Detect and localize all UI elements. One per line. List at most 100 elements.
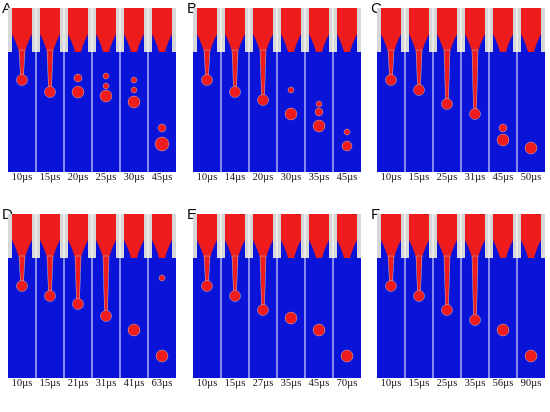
nozzle-fluid [493,214,513,258]
time-label: 14µs [224,172,246,183]
panel-label: E [187,206,198,223]
droplet [157,123,167,133]
simulation-frames [8,214,176,378]
nozzle-wall-left [377,8,381,52]
frame-strip [8,214,176,378]
nozzle-wall-right [457,8,461,52]
simulation-frames [193,8,361,172]
frame-5 [120,214,148,378]
nozzle-fluid [337,214,357,258]
nozzle-fluid [225,214,245,258]
frame-5 [305,8,333,172]
simulation-frames [8,8,176,172]
frame-strip [377,214,545,378]
simulation-frames [193,214,361,378]
frame-3 [64,8,92,172]
nozzle-fluid [521,8,541,52]
nozzle-wall-left [8,214,12,258]
frame-5 [120,8,148,172]
droplet [315,100,323,108]
frame-6 [148,8,176,172]
nozzle-wall-right [245,8,249,52]
frame-3 [249,8,277,172]
nozzle-wall-left [489,8,493,52]
nozzle-wall-right [217,8,221,52]
nozzle-wall-left [461,8,465,52]
frame-1 [8,214,36,378]
nozzle-fluid [152,214,172,258]
frame-4 [461,8,489,172]
time-label: 35µs [464,378,486,389]
droplet [343,128,351,136]
nozzle-wall-right [273,214,277,258]
nozzle-fluid [437,8,457,52]
time-label: 31µs [95,378,117,389]
nozzle-wall-left [36,214,40,258]
panel-label: A [2,0,13,17]
panel-A: A 10µs 15µs 20µs 25µs 30µs 45µs [0,0,176,196]
time-label: 70µs [336,378,358,389]
frame-1 [193,214,221,378]
panel-F: F 10µs 15µs 25µs 35µs 56µs 90µs [369,206,545,402]
frame-4 [277,214,305,378]
nozzle-wall-left [489,214,493,258]
time-label: 25µs [95,172,117,183]
time-label: 20µs [67,172,89,183]
nozzle-wall-left [433,214,437,258]
droplet [102,72,110,80]
nozzle-fluid [197,8,217,52]
frame-strip [8,8,176,172]
nozzle-wall-left [277,8,281,52]
time-label: 15µs [224,378,246,389]
nozzle-wall-right [513,214,517,258]
time-label: 25µs [436,172,458,183]
jet-head [441,304,453,316]
nozzle-wall-left [405,214,409,258]
jet-head [229,86,241,98]
time-label: 35µs [308,172,330,183]
nozzle-fluid [381,8,401,52]
nozzle-wall-right [172,214,176,258]
droplet [130,76,138,84]
nozzle-fluid [493,8,513,52]
nozzle-wall-left [221,214,225,258]
nozzle-wall-right [429,214,433,258]
panel-label: F [371,206,381,223]
jet-head [16,280,28,292]
nozzle-wall-left [148,8,152,52]
droplet [158,274,166,282]
panel-D: D 10µs 15µs 21µs 31µs 41µs 63µs [0,206,176,402]
frame-6 [333,8,361,172]
frame-6 [517,214,545,378]
time-label: 45µs [492,172,514,183]
nozzle-fluid [309,8,329,52]
nozzle-wall-left [193,214,197,258]
time-label: 15µs [39,378,61,389]
droplet [284,311,298,325]
nozzle-wall-right [88,214,92,258]
nozzle-wall-left [193,8,197,52]
nozzle-fluid [197,214,217,258]
nozzle-wall-left [92,214,96,258]
nozzle-wall-left [305,214,309,258]
nozzle-wall-right [301,214,305,258]
nozzle-wall-right [32,214,36,258]
nozzle-fluid [68,8,88,52]
droplet [312,323,326,337]
droplet [524,141,538,155]
time-label: 10µs [380,378,402,389]
nozzle-fluid [68,214,88,258]
jet-head [100,310,112,322]
nozzle-wall-right [144,214,148,258]
nozzle-fluid [124,8,144,52]
time-label: 45µs [308,378,330,389]
nozzle-wall-left [305,8,309,52]
nozzle-fluid [253,8,273,52]
nozzle-fluid [281,214,301,258]
frame-2 [36,8,64,172]
frame-4 [92,8,120,172]
droplet [130,86,138,94]
time-label: 41µs [123,378,145,389]
frame-6 [148,214,176,378]
nozzle-fluid [12,8,32,52]
